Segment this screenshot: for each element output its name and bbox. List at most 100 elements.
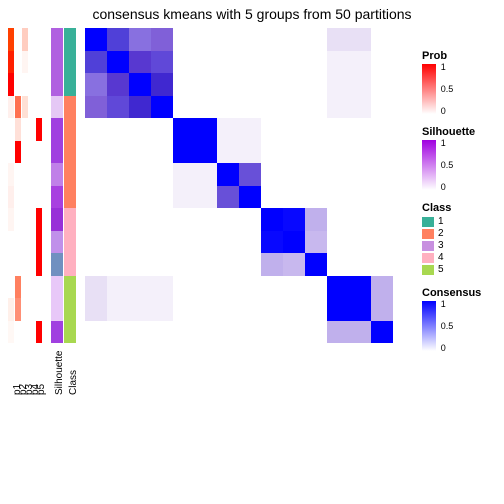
matrix-cell bbox=[327, 321, 349, 344]
legend-consensus: Consensus 10.50 bbox=[422, 287, 500, 351]
matrix-cell bbox=[151, 118, 173, 141]
annotation-cell bbox=[15, 51, 21, 74]
annotation-cell bbox=[15, 118, 21, 141]
matrix-cell bbox=[305, 253, 327, 276]
matrix-cell bbox=[85, 28, 107, 51]
matrix-cell bbox=[371, 73, 393, 96]
matrix-cell bbox=[371, 163, 393, 186]
matrix-cell bbox=[349, 276, 371, 299]
legend-class-item: 5 bbox=[422, 264, 500, 275]
matrix-cell bbox=[217, 253, 239, 276]
annotation-cell bbox=[64, 96, 76, 119]
annotation-cell bbox=[22, 51, 28, 74]
annotation-cell bbox=[51, 186, 63, 209]
matrix-cell bbox=[239, 51, 261, 74]
matrix-cell bbox=[261, 208, 283, 231]
matrix-cell bbox=[129, 253, 151, 276]
matrix-cell bbox=[239, 253, 261, 276]
matrix-cell bbox=[173, 118, 195, 141]
legend-silhouette: Silhouette 10.50 bbox=[422, 126, 500, 190]
matrix-cell bbox=[261, 28, 283, 51]
annotation-cell bbox=[22, 118, 28, 141]
matrix-cell bbox=[327, 28, 349, 51]
matrix-cell bbox=[129, 163, 151, 186]
matrix-cell bbox=[283, 321, 305, 344]
matrix-cell bbox=[349, 51, 371, 74]
annotation-cell bbox=[15, 276, 21, 299]
matrix-cell bbox=[173, 231, 195, 254]
matrix-cell bbox=[261, 276, 283, 299]
annotation-cell bbox=[29, 186, 35, 209]
annotation-cell bbox=[36, 118, 42, 141]
annotation-cell bbox=[64, 208, 76, 231]
matrix-cell bbox=[217, 321, 239, 344]
annotation-cell bbox=[36, 141, 42, 164]
matrix-cell bbox=[195, 186, 217, 209]
matrix-cell bbox=[151, 186, 173, 209]
matrix-cell bbox=[371, 51, 393, 74]
matrix-cell bbox=[261, 163, 283, 186]
annotation-cell bbox=[22, 231, 28, 254]
matrix-cell bbox=[283, 163, 305, 186]
annotation-cell bbox=[29, 73, 35, 96]
matrix-cell bbox=[173, 298, 195, 321]
matrix-cell bbox=[283, 28, 305, 51]
annotation-cell bbox=[15, 298, 21, 321]
matrix-cell bbox=[151, 298, 173, 321]
annotation-cell bbox=[36, 321, 42, 344]
matrix-cell bbox=[107, 51, 129, 74]
matrix-cell bbox=[151, 28, 173, 51]
matrix-cell bbox=[217, 28, 239, 51]
matrix-cell bbox=[195, 208, 217, 231]
matrix-cell bbox=[195, 321, 217, 344]
matrix-cell bbox=[305, 231, 327, 254]
annotation-cell bbox=[15, 141, 21, 164]
matrix-cell bbox=[151, 208, 173, 231]
matrix-cell bbox=[85, 51, 107, 74]
legend-label: 3 bbox=[438, 240, 444, 251]
annotation-cell bbox=[8, 186, 14, 209]
annotation-cell bbox=[22, 141, 28, 164]
matrix-cell bbox=[85, 321, 107, 344]
matrix-cell bbox=[283, 51, 305, 74]
legend-swatch bbox=[422, 265, 434, 275]
matrix-cell bbox=[195, 51, 217, 74]
matrix-cell bbox=[327, 276, 349, 299]
matrix-cell bbox=[129, 118, 151, 141]
matrix-cell bbox=[173, 141, 195, 164]
matrix-cell bbox=[217, 51, 239, 74]
matrix-cell bbox=[327, 96, 349, 119]
annotation-cell bbox=[22, 298, 28, 321]
matrix-cell bbox=[305, 96, 327, 119]
matrix-cell bbox=[173, 208, 195, 231]
matrix-cell bbox=[239, 231, 261, 254]
annotation-cell bbox=[15, 231, 21, 254]
matrix-cell bbox=[107, 321, 129, 344]
matrix-cell bbox=[371, 118, 393, 141]
matrix-cell bbox=[261, 118, 283, 141]
matrix-cell bbox=[107, 253, 129, 276]
matrix-cell bbox=[349, 321, 371, 344]
annotation-column bbox=[15, 28, 21, 343]
legend-swatch bbox=[422, 229, 434, 239]
matrix-cell bbox=[129, 208, 151, 231]
matrix-cell bbox=[371, 298, 393, 321]
matrix-cell bbox=[327, 73, 349, 96]
annotation-cell bbox=[29, 298, 35, 321]
matrix-cell bbox=[283, 141, 305, 164]
matrix-cell bbox=[283, 208, 305, 231]
matrix-cell bbox=[195, 28, 217, 51]
annotation-cell bbox=[64, 298, 76, 321]
matrix-cell bbox=[107, 163, 129, 186]
matrix-cell bbox=[305, 163, 327, 186]
matrix-cell bbox=[261, 73, 283, 96]
matrix-cell bbox=[151, 276, 173, 299]
annotation-cell bbox=[64, 186, 76, 209]
matrix-cell bbox=[371, 28, 393, 51]
annotation-cell bbox=[51, 321, 63, 344]
matrix-cell bbox=[195, 118, 217, 141]
matrix-cell bbox=[217, 298, 239, 321]
annotation-cell bbox=[51, 163, 63, 186]
legend-class-item: 1 bbox=[422, 216, 500, 227]
annotation-cell bbox=[8, 73, 14, 96]
